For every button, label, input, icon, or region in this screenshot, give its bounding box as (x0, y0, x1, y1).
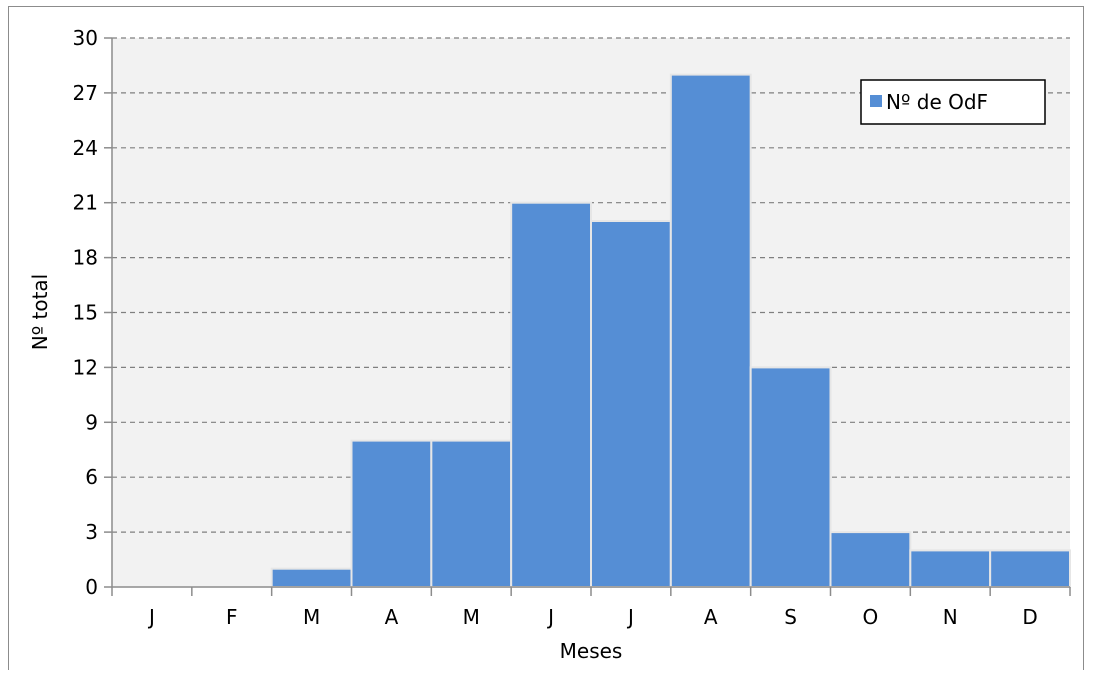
x-tick-label: M (463, 605, 480, 629)
x-tick-label: J (626, 605, 634, 629)
y-tick-label: 24 (73, 136, 98, 160)
x-tick-label: D (1022, 605, 1037, 629)
bar (590, 220, 672, 588)
y-tick-label: 0 (85, 575, 98, 599)
x-tick-label: S (784, 605, 797, 629)
bar-chart: 0 3 6 9 12 15 18 21 24 27 30 J F M A M J J A S O N D Meses Nº… (28, 26, 1072, 663)
x-tick-label: J (147, 605, 155, 629)
y-tick-label: 9 (85, 410, 98, 434)
y-tick-label: 6 (85, 465, 98, 489)
x-tick-label: A (385, 605, 399, 629)
y-tick-label: 15 (73, 301, 98, 325)
chart-frame: 0 3 6 9 12 15 18 21 24 27 30 J F M A M J J A S O N D Meses Nº… (8, 6, 1084, 670)
bar (669, 73, 752, 589)
bar (430, 439, 513, 588)
bar (989, 549, 1072, 589)
x-tick-label: J (546, 605, 554, 629)
legend-swatch (870, 95, 882, 107)
x-tick-label: F (226, 605, 238, 629)
y-tick-label: 12 (73, 355, 98, 379)
legend-label: Nº de OdF (886, 90, 988, 114)
y-axis-title: Nº total (28, 274, 52, 350)
x-tick-label: M (303, 605, 320, 629)
bar (749, 366, 832, 588)
legend: Nº de OdF (860, 79, 1046, 125)
y-tick-label: 30 (73, 26, 98, 50)
bar (829, 531, 912, 588)
x-tick-label: A (704, 605, 718, 629)
legend-box (860, 79, 1046, 125)
axes (104, 37, 1071, 596)
bar (350, 439, 433, 588)
x-axis-title: Meses (560, 639, 623, 663)
y-tick-label: 21 (73, 191, 98, 215)
y-tick-label: 18 (73, 246, 98, 270)
y-tick-label: 3 (85, 520, 98, 544)
y-tick-label: 27 (73, 81, 98, 105)
bars (270, 73, 1072, 589)
bar (270, 567, 353, 589)
bar (909, 549, 992, 589)
x-tick-label: N (943, 605, 958, 629)
x-tick-label: O (863, 605, 879, 629)
bar (510, 201, 592, 588)
y-tick-labels: 0 3 6 9 12 15 18 21 24 27 30 (73, 26, 98, 599)
